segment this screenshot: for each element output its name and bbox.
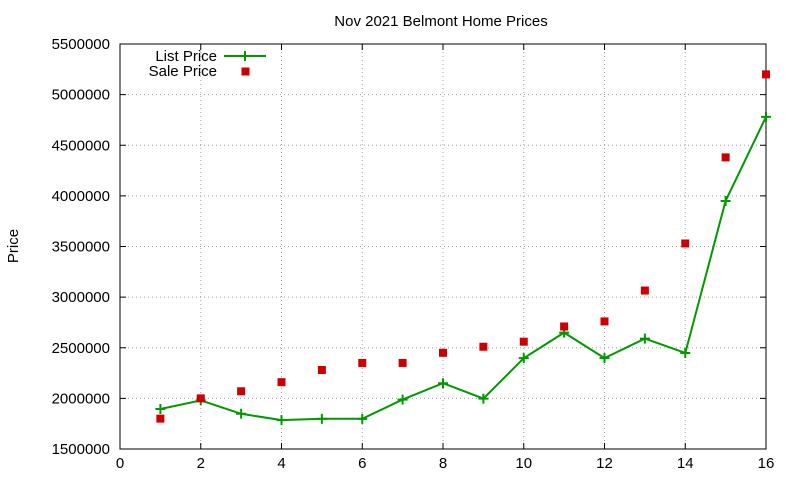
list-price-point [316,413,327,424]
y-tick-label: 4500000 [52,137,110,154]
x-tick-label: 0 [116,455,124,472]
list-price-point [155,404,166,415]
y-tick-label: 4000000 [52,188,110,205]
sale-price-point [196,394,205,403]
axis-ticks: 0 2 4 6 8 10 12 14 16 1500000 2000000 2500000 300000… [52,36,775,472]
list-price-point [761,111,771,122]
y-tick-label: 5500000 [52,36,110,53]
x-tick-label: 12 [596,455,613,472]
legend-label-list-price: List Price [155,48,217,65]
sale-price-point [762,70,770,79]
list-price-point [639,333,650,344]
list-price-point [438,378,448,389]
chart-title: Nov 2021 Belmont Home Prices [334,13,547,30]
y-tick-label: 2000000 [52,390,110,407]
series-layer [155,70,771,426]
sale-price-point [681,239,690,248]
sale-price-point [237,387,246,396]
x-tick-label: 14 [677,455,694,472]
x-tick-label: 2 [197,455,205,472]
list-price-point [236,408,247,419]
y-tick-label: 2500000 [52,340,110,357]
x-tick-label: 4 [277,455,285,472]
list-price-point [397,394,408,405]
sale-price-point [156,414,165,423]
list-price-line [160,116,767,422]
legend: List Price Sale Price [149,48,266,80]
y-tick-label: 3500000 [52,239,110,256]
sale-price-point [358,358,367,367]
sale-price-point [398,358,407,367]
list-price-point [720,195,731,206]
x-tick-label: 16 [758,455,775,472]
list-price-point [680,348,691,359]
sale-price-point [560,322,569,331]
legend-marker-sale-price [241,67,250,76]
sale-price-point [519,337,528,346]
x-tick-label: 10 [515,455,532,472]
list-price-point [357,413,368,424]
y-tick-label: 1500000 [52,441,110,458]
x-tick-label: 8 [439,455,447,472]
sale-price-point [277,378,286,387]
sale-price-point [600,317,609,326]
sale-price-point [640,286,649,295]
list-price-point [276,415,287,426]
legend-label-sale-price: Sale Price [149,63,217,80]
list-price-point [478,393,489,404]
list-price-point [518,353,529,364]
sale-price-point [317,366,326,375]
sale-price-point [721,153,730,162]
grid [120,44,766,449]
list-price-point [599,353,610,364]
legend-marker-list-price [240,51,250,61]
y-axis-label: Price [5,229,22,263]
sale-price-point [439,348,447,357]
sale-price-point [479,342,488,351]
y-tick-label: 5000000 [52,87,110,104]
x-tick-label: 6 [358,455,366,472]
y-tick-label: 3000000 [52,289,110,306]
